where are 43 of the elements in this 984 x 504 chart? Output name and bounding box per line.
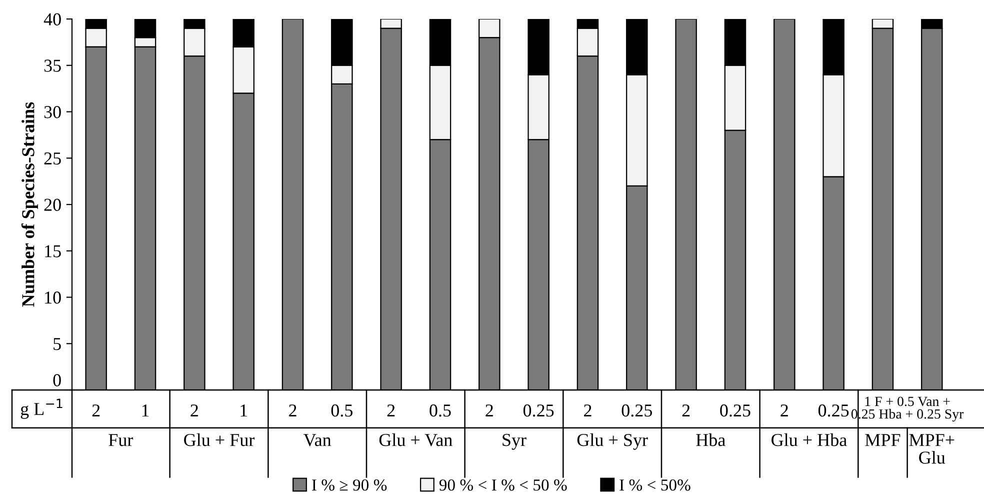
legend-label: I % < 50% xyxy=(620,479,690,491)
x-tick-label: 2 xyxy=(486,404,493,416)
text: Glu + Hba xyxy=(772,433,847,446)
x-tick-label: 2 xyxy=(387,404,395,416)
x-tick-label: 0.5 xyxy=(430,404,451,417)
text: Syr xyxy=(502,434,526,450)
x-tick-label: 0.25 xyxy=(523,404,554,417)
x-tick-label: 2 xyxy=(289,404,296,416)
y-tick-label: 5 xyxy=(54,338,61,350)
x-tick-label: 2 xyxy=(780,404,788,416)
text: Glu + Syr xyxy=(577,433,648,450)
text: MPF xyxy=(865,434,900,446)
y-tick-label: 20 xyxy=(44,198,61,211)
y-tick-label: 10 xyxy=(45,292,61,304)
text: Hba xyxy=(696,433,726,446)
bar xyxy=(675,19,697,390)
x-tick-label: 1 xyxy=(240,404,248,416)
text: Fur xyxy=(108,434,134,446)
y-tick-label: 0 xyxy=(53,374,61,386)
legend-label: 90 % < I % < 50 % xyxy=(439,479,567,491)
x-tick-label: 2 xyxy=(190,404,198,416)
y-tick-label: 30 xyxy=(44,106,61,118)
x-tick-label: 2 xyxy=(584,404,592,416)
text: Glu + Van xyxy=(379,433,452,446)
bar xyxy=(774,19,796,390)
x-tick-label: 0.25 xyxy=(720,404,750,417)
y-tick-label: 35 xyxy=(44,60,61,72)
text: Glu + Fur xyxy=(184,433,255,446)
bar xyxy=(282,19,304,390)
x-tick-label: 2 xyxy=(682,404,690,416)
x-tick-label: 1 xyxy=(142,404,149,416)
text: g L$^{−1}$ xyxy=(20,398,62,419)
y-axis-title: Number of Species-Strains xyxy=(21,102,38,307)
y-tick-label: 15 xyxy=(45,245,61,258)
y-tick-label: 40 xyxy=(44,13,61,26)
text: MPF+ Glu xyxy=(909,434,954,464)
x-tick-label: 2 xyxy=(92,404,100,416)
legend-label: I % ≥ 90 % xyxy=(312,479,387,491)
x-tick-label: 0.25 xyxy=(622,404,652,417)
x-tick-label: 0.25 xyxy=(818,404,849,417)
x-tick-label: 0.5 xyxy=(331,404,352,417)
text: Van xyxy=(303,434,332,446)
y-tick-label: 25 xyxy=(44,152,61,165)
